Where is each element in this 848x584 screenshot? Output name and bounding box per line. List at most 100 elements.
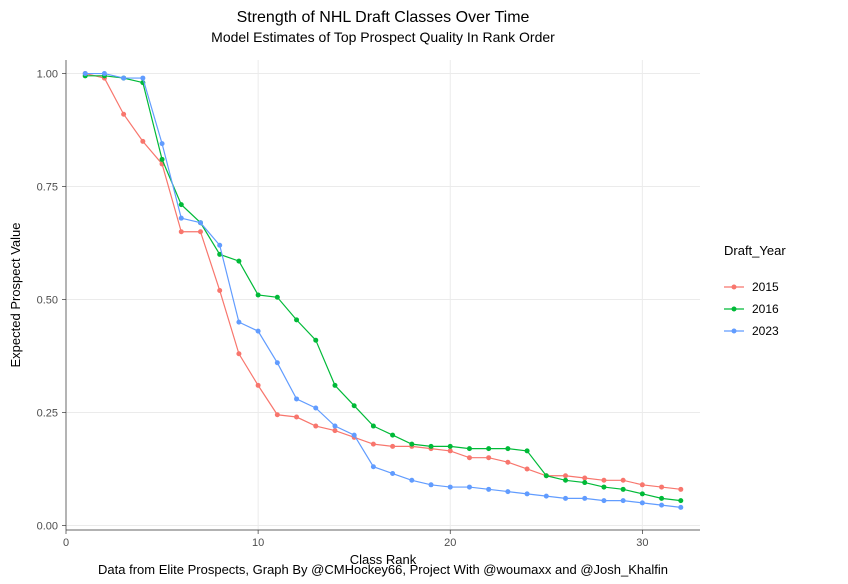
chart-title: Strength of NHL Draft Classes Over Time — [237, 9, 530, 26]
series-point-2016 — [179, 202, 184, 207]
series-point-2023 — [179, 216, 184, 221]
series-point-2016 — [236, 259, 241, 264]
series-point-2023 — [601, 498, 606, 503]
series-point-2023 — [544, 494, 549, 499]
series-point-2023 — [275, 360, 280, 365]
series-point-2023 — [448, 485, 453, 490]
y-tick-label: 1.00 — [37, 69, 58, 81]
series-point-2016 — [525, 448, 530, 453]
x-tick-label: 20 — [444, 537, 456, 549]
series-point-2023 — [563, 496, 568, 501]
series-point-2015 — [621, 478, 626, 483]
x-tick-label: 30 — [636, 537, 648, 549]
series-point-2015 — [486, 455, 491, 460]
series-point-2023 — [160, 141, 165, 146]
series-point-2023 — [467, 485, 472, 490]
series-point-2023 — [429, 482, 434, 487]
series-point-2023 — [236, 320, 241, 325]
series-point-2015 — [582, 476, 587, 481]
series-point-2023 — [486, 487, 491, 492]
x-tick-label: 10 — [252, 537, 264, 549]
nhl-draft-chart: Strength of NHL Draft Classes Over Time M… — [0, 0, 848, 584]
series-point-2015 — [505, 460, 510, 465]
series-point-2015 — [256, 383, 261, 388]
plot-panel — [66, 60, 700, 530]
series-point-2016 — [659, 496, 664, 501]
y-tick-label: 0.50 — [37, 295, 58, 307]
series-point-2023 — [678, 505, 683, 510]
legend-title: Draft_Year — [724, 243, 786, 258]
y-tick-label: 0.00 — [37, 520, 58, 532]
series-point-2016 — [621, 487, 626, 492]
series-point-2016 — [332, 383, 337, 388]
series-point-2015 — [640, 482, 645, 487]
legend-label: 2015 — [752, 280, 779, 294]
series-point-2016 — [256, 293, 261, 298]
series-point-2016 — [544, 473, 549, 478]
chart-subtitle: Model Estimates of Top Prospect Quality … — [211, 29, 555, 45]
series-point-2015 — [294, 415, 299, 420]
series-point-2015 — [275, 412, 280, 417]
series-point-2015 — [371, 442, 376, 447]
series-point-2016 — [409, 442, 414, 447]
series-point-2023 — [294, 396, 299, 401]
series-point-2016 — [390, 433, 395, 438]
series-point-2015 — [179, 229, 184, 234]
series-point-2023 — [198, 220, 203, 225]
series-point-2015 — [121, 112, 126, 117]
chart-svg: Strength of NHL Draft Classes Over Time M… — [0, 0, 848, 584]
series-point-2015 — [678, 487, 683, 492]
legend-swatch-point — [732, 329, 737, 334]
series-point-2015 — [236, 351, 241, 356]
series-point-2016 — [563, 478, 568, 483]
legend-label: 2016 — [752, 302, 779, 316]
series-point-2015 — [390, 444, 395, 449]
series-point-2015 — [140, 139, 145, 144]
y-tick-label: 0.25 — [37, 408, 58, 420]
series-point-2016 — [294, 317, 299, 322]
legend-label: 2023 — [752, 324, 779, 338]
series-point-2023 — [121, 76, 126, 81]
series-point-2023 — [332, 424, 337, 429]
series-point-2023 — [83, 71, 88, 76]
series-point-2023 — [640, 500, 645, 505]
series-point-2016 — [371, 424, 376, 429]
series-point-2023 — [352, 433, 357, 438]
series-point-2015 — [563, 473, 568, 478]
series-point-2016 — [505, 446, 510, 451]
series-point-2023 — [102, 71, 107, 76]
series-point-2023 — [140, 76, 145, 81]
series-point-2016 — [582, 480, 587, 485]
series-point-2015 — [525, 466, 530, 471]
legend-swatch-point — [732, 285, 737, 290]
series-point-2023 — [409, 478, 414, 483]
series-point-2016 — [486, 446, 491, 451]
series-point-2023 — [371, 464, 376, 469]
series-point-2023 — [582, 496, 587, 501]
series-point-2015 — [332, 428, 337, 433]
y-axis-label: Expected Prospect Value — [8, 222, 23, 367]
chart-caption: Data from Elite Prospects, Graph By @CMH… — [98, 562, 668, 577]
series-point-2023 — [217, 243, 222, 248]
series-point-2015 — [448, 448, 453, 453]
series-point-2016 — [678, 498, 683, 503]
series-point-2023 — [313, 405, 318, 410]
series-point-2016 — [352, 403, 357, 408]
series-point-2015 — [217, 288, 222, 293]
series-point-2015 — [467, 455, 472, 460]
series-point-2023 — [256, 329, 261, 334]
series-point-2023 — [659, 503, 664, 508]
series-point-2016 — [275, 295, 280, 300]
series-point-2023 — [505, 489, 510, 494]
series-point-2015 — [313, 424, 318, 429]
series-point-2023 — [621, 498, 626, 503]
series-point-2016 — [640, 491, 645, 496]
series-point-2015 — [198, 229, 203, 234]
series-point-2016 — [313, 338, 318, 343]
series-point-2016 — [448, 444, 453, 449]
series-point-2016 — [429, 444, 434, 449]
series-point-2015 — [601, 478, 606, 483]
series-point-2023 — [525, 491, 530, 496]
series-point-2015 — [659, 485, 664, 490]
legend-swatch-point — [732, 307, 737, 312]
